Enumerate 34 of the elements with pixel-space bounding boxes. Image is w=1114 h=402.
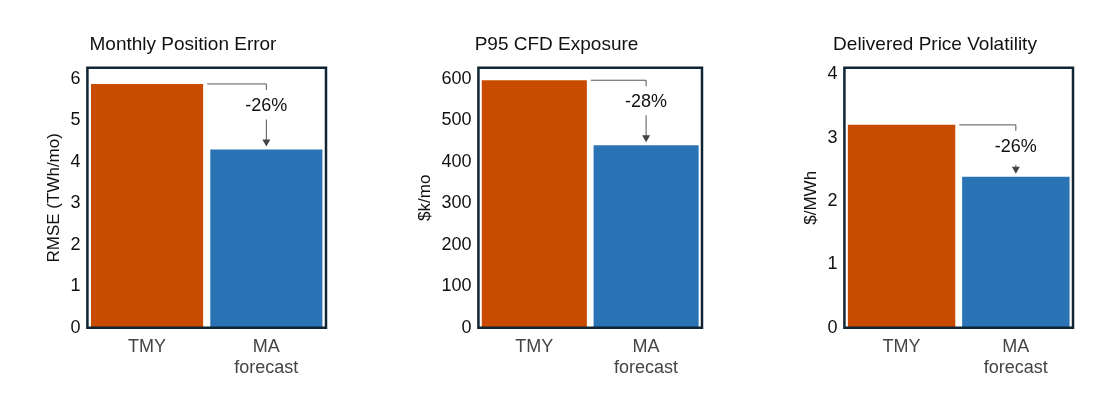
y-tick-label: 0: [70, 316, 81, 337]
chart-title: Monthly Position Error: [89, 32, 278, 54]
y-tick-label: 6: [70, 67, 81, 88]
annotation: -26%: [245, 94, 288, 115]
y-tick-label: 600: [441, 67, 472, 88]
x-tick-label: MA forecast: [234, 335, 299, 378]
y-tick-label: 100: [441, 275, 472, 296]
chart-title: P95 CFD Exposure: [474, 32, 639, 54]
y-tick-label: 3: [827, 126, 838, 147]
x-tick-label: TMY: [128, 335, 167, 356]
annotation: -26%: [994, 135, 1037, 156]
y-tick-label: 1: [827, 253, 838, 274]
y-tick-label: 2: [827, 189, 838, 210]
y-tick-label: 4: [70, 150, 81, 171]
y-axis-title: $k/mo: [414, 174, 434, 221]
y-tick-label: 0: [461, 316, 472, 337]
x-tick-label: MA forecast: [614, 335, 679, 378]
y-axis-title: RMSE (TWh/mo): [43, 133, 63, 263]
y-tick-label: 0: [827, 316, 838, 337]
x-tick-label: TMY: [515, 335, 554, 356]
y-tick-label: 200: [441, 233, 472, 254]
y-tick-label: 5: [70, 109, 81, 130]
annotation: -28%: [625, 91, 668, 112]
y-tick-label: 500: [441, 109, 472, 130]
y-tick-label: 1: [70, 275, 81, 296]
y-tick-label: 2: [70, 233, 81, 254]
y-tick-label: 300: [441, 192, 472, 213]
x-tick-label: TMY: [882, 335, 921, 356]
x-tick-label: MA forecast: [983, 335, 1048, 378]
y-tick-label: 4: [827, 63, 838, 84]
chart-title: Delivered Price Volatility: [833, 32, 1038, 54]
y-tick-label: 3: [70, 192, 81, 213]
y-axis-title: $/MWh: [800, 170, 820, 225]
y-tick-label: 400: [441, 150, 472, 171]
